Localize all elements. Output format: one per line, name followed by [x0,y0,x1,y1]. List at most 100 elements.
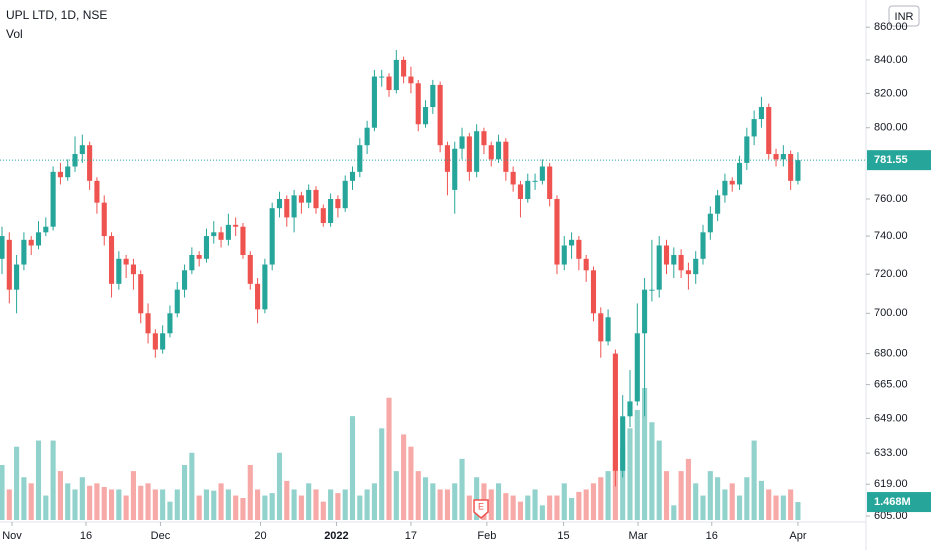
volume-bar [422,477,429,520]
candle-body [182,270,188,290]
candle-body [488,145,494,160]
volume-bar [306,483,312,520]
candle-body [788,154,794,181]
volume-bar [590,483,597,520]
volume-bar [335,493,341,520]
chart-title: UPL LTD, 1D, NSE [6,8,107,22]
volume-bar [642,388,648,520]
volume-bar [255,489,261,520]
candle-body [554,199,560,265]
candle-body [255,283,261,310]
candle-body [685,270,691,275]
candle-body [517,184,524,200]
volume-bar [620,446,626,520]
candle-body [474,131,480,172]
volume-bar [379,428,385,520]
volume-bar [685,458,691,520]
candle-body [649,289,655,291]
candle-body [795,160,801,181]
volume-bar [43,495,49,520]
y-tick-label: 665.00 [874,379,908,391]
candle-body [130,264,136,275]
volume-bar [598,477,604,520]
candle-body [422,107,429,125]
candle-body [371,76,377,128]
candle-body [79,145,85,155]
candle-body [211,232,217,237]
candle-body [678,254,684,271]
volume-bar [751,440,757,520]
volume-bar [773,495,779,520]
x-tick-label: Dec [151,530,171,542]
volume-bar [320,501,326,520]
candle-body [108,236,115,284]
volume-bar [693,483,699,520]
volume-bar [488,489,494,520]
volume-bar [408,446,414,520]
candle-body [671,254,677,265]
x-tick-label: 16 [706,530,718,542]
volume-bar [6,489,12,520]
candle-body [145,313,151,334]
x-tick-label: Nov [2,530,22,542]
volume-bar [663,471,670,520]
candle-body [357,145,363,172]
candle-body [452,148,458,190]
candle-body [744,136,750,163]
volume-bar [291,489,297,520]
y-tick-label: 619.00 [874,478,908,490]
volume-title: Vol [6,27,23,41]
candle-body [758,107,764,120]
volume-bar [182,465,188,520]
x-tick-label: 20 [254,530,266,542]
candle-body [598,313,604,342]
volume-bar [35,440,42,520]
candle-body [138,274,144,314]
candle-body [328,199,334,223]
candle-body [415,83,421,125]
candle-body [561,245,567,265]
last-price-label: 781.55 [874,154,908,166]
volume-bar [386,397,392,520]
candle-body [262,264,268,310]
volume-bar [262,495,268,520]
x-tick-label: Apr [789,530,806,542]
candle-body [43,226,49,233]
candle-body [0,236,5,259]
volume-label-box [867,492,931,513]
volume-bar [583,489,589,520]
volume-bar [503,493,509,520]
candle-body [35,232,42,246]
volume-bar [517,501,524,520]
volume-bar [495,483,502,520]
y-tick-label: 740.00 [874,230,908,242]
volume-bar [780,495,786,520]
volume-bar [233,495,239,520]
volume-bar [50,440,56,520]
volume-bar [510,495,516,520]
candle-body [780,154,786,160]
volume-bar [634,410,640,520]
candle-body [569,239,575,246]
volume-bar [532,489,538,520]
y-tick-label: 720.00 [874,268,908,280]
volume-bar [729,483,735,520]
volume-bar [357,495,363,520]
volume-bar [788,489,794,520]
currency-box[interactable] [888,5,920,27]
candle-body [291,195,297,218]
volume-bar [656,440,662,520]
volume-bar [130,471,136,520]
candle-body [503,141,509,172]
candle-body [590,270,597,314]
volume-bar [736,495,743,520]
volume-bar [313,489,319,520]
candle-body [284,199,290,218]
volume-bar [744,477,750,520]
candle-body [576,239,582,259]
volume-bar [87,485,93,520]
y-tick-label: 860.00 [874,21,908,33]
candle-body [313,189,319,209]
